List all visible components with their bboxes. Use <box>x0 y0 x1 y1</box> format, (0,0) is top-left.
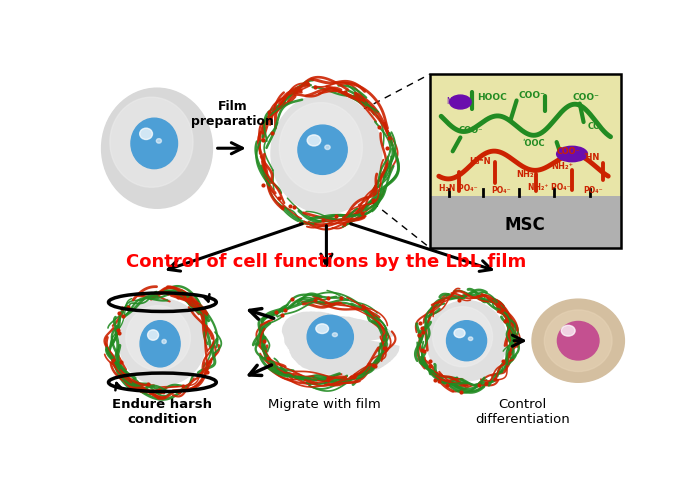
Ellipse shape <box>454 328 465 337</box>
Ellipse shape <box>316 324 328 334</box>
Text: COO⁻: COO⁻ <box>459 126 483 135</box>
Ellipse shape <box>557 322 599 360</box>
Ellipse shape <box>468 337 472 340</box>
Ellipse shape <box>102 88 212 208</box>
Text: NH₂: NH₂ <box>447 97 461 106</box>
Text: MSC: MSC <box>505 216 545 234</box>
Polygon shape <box>283 312 399 375</box>
Text: ʹHN: ʹHN <box>584 153 600 162</box>
Text: Endure harsh
condition: Endure harsh condition <box>113 399 212 426</box>
Ellipse shape <box>148 330 159 340</box>
Ellipse shape <box>140 128 153 140</box>
Text: NH₂⁺: NH₂⁺ <box>552 162 573 171</box>
Ellipse shape <box>325 145 330 150</box>
Ellipse shape <box>131 118 178 169</box>
Ellipse shape <box>307 135 321 146</box>
Ellipse shape <box>545 310 612 371</box>
Bar <box>430 74 620 248</box>
Text: Control of cell functions by the LbL film: Control of cell functions by the LbL fil… <box>126 253 526 272</box>
Text: NH₂⁺: NH₂⁺ <box>517 170 538 179</box>
Bar <box>430 196 620 248</box>
Ellipse shape <box>126 305 190 370</box>
Ellipse shape <box>532 299 624 382</box>
Ellipse shape <box>561 326 575 336</box>
Bar <box>430 74 620 196</box>
Ellipse shape <box>110 97 193 187</box>
Text: CO: CO <box>587 122 601 131</box>
Text: COO⁻: COO⁻ <box>572 93 599 102</box>
Text: COO⁻: COO⁻ <box>518 91 545 99</box>
Ellipse shape <box>119 299 206 385</box>
Ellipse shape <box>556 146 587 162</box>
Text: PO₄⁻: PO₄⁻ <box>491 186 511 195</box>
Ellipse shape <box>162 339 167 344</box>
Text: Migrate with film: Migrate with film <box>267 399 381 412</box>
Text: Control
differentiation: Control differentiation <box>475 399 570 426</box>
Ellipse shape <box>298 125 347 174</box>
Text: Film
preparation: Film preparation <box>191 100 274 128</box>
Text: COO⁻: COO⁻ <box>556 147 580 156</box>
Ellipse shape <box>449 95 471 109</box>
Text: PO₄⁻: PO₄⁻ <box>584 186 603 195</box>
Ellipse shape <box>271 94 382 214</box>
Text: HOOC: HOOC <box>477 93 507 102</box>
Ellipse shape <box>307 315 354 358</box>
Ellipse shape <box>447 321 486 361</box>
Ellipse shape <box>156 139 162 143</box>
Ellipse shape <box>433 307 493 367</box>
Ellipse shape <box>140 321 180 367</box>
Text: H₂N PO₄⁻: H₂N PO₄⁻ <box>439 184 477 193</box>
Ellipse shape <box>332 333 337 337</box>
Text: H₃ᵊN: H₃ᵊN <box>470 157 491 166</box>
Text: NH₂⁺ PO₄⁻: NH₂⁺ PO₄⁻ <box>528 183 570 192</box>
Ellipse shape <box>279 103 363 193</box>
Text: ʹOOC: ʹOOC <box>522 139 545 148</box>
Ellipse shape <box>426 301 507 381</box>
